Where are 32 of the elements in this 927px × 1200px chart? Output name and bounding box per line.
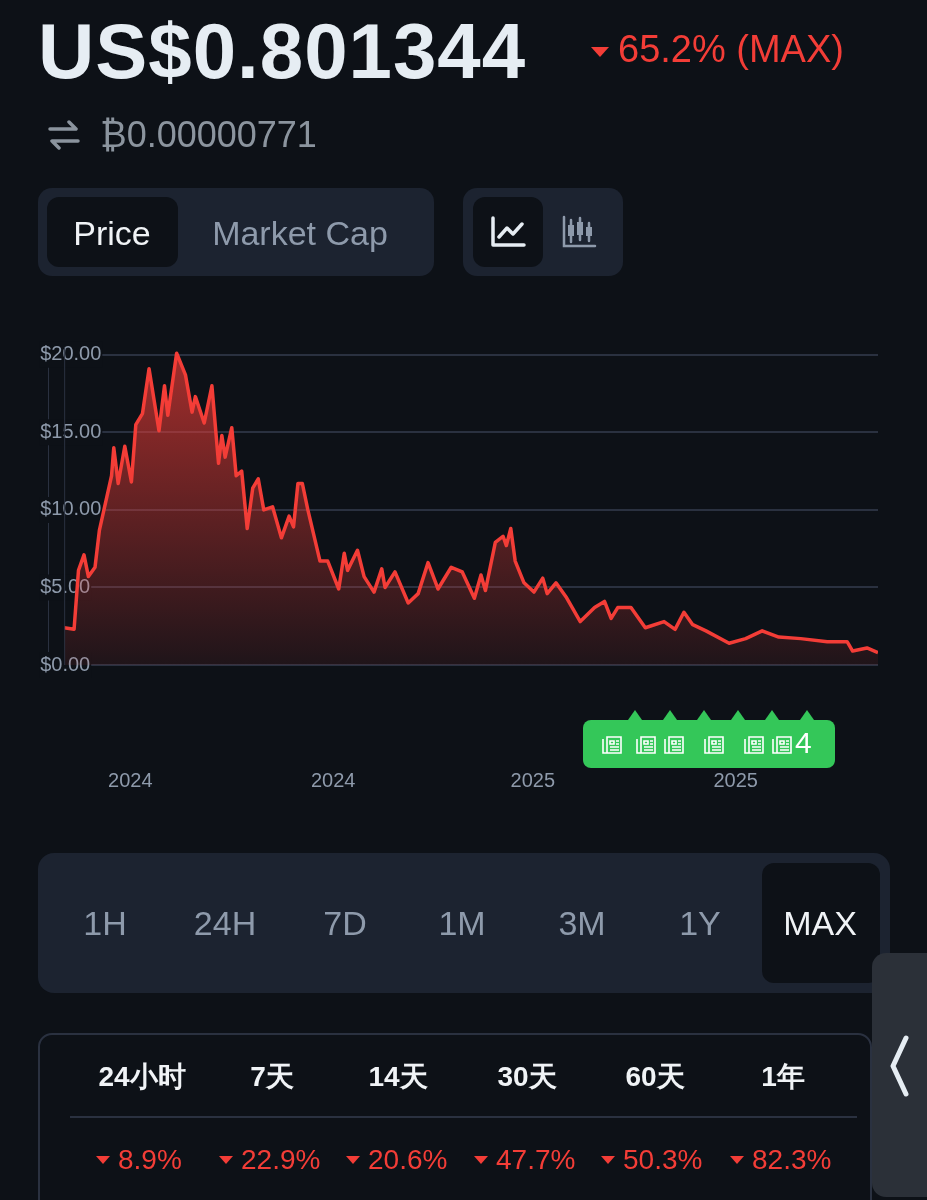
y-tick-label: $10.00: [40, 497, 102, 520]
text: 82.3%: [752, 1144, 832, 1176]
y-tick-label: $20.00: [40, 342, 102, 365]
text: 7D: [323, 904, 367, 943]
text: 1M: [438, 904, 486, 943]
y-tick-label: $0.00: [40, 652, 91, 675]
text: MAX: [783, 904, 857, 943]
text: 22.9%: [241, 1144, 321, 1176]
chart-subtitle: 65.2% (MAX): [618, 28, 844, 71]
text: 24H: [193, 904, 257, 943]
text: 30天: [497, 1060, 557, 1094]
text: Market Cap: [212, 214, 388, 253]
x-tick-label: 2024: [108, 768, 153, 791]
x-tick-label: 2024: [310, 768, 356, 791]
x-tick-label: 2025: [510, 768, 556, 791]
text: 14天: [368, 1060, 428, 1094]
text: 24小时: [98, 1060, 186, 1094]
text: 60天: [625, 1060, 685, 1094]
text: 8.9%: [118, 1144, 182, 1176]
text: 1Y: [679, 904, 721, 943]
text: 50.3%: [623, 1144, 703, 1176]
x-tick-label: 2025: [713, 768, 758, 791]
text: 3M: [558, 904, 606, 943]
text: 47.7%: [496, 1144, 576, 1176]
y-tick-label: $15.00: [40, 419, 102, 442]
text: 1H: [83, 904, 127, 943]
chart-title: US$0.801344: [38, 6, 527, 97]
text: Price: [73, 214, 151, 253]
text: 20.6%: [368, 1144, 448, 1176]
text: 1年: [761, 1060, 805, 1094]
text: 7天: [250, 1060, 294, 1094]
text: ₿0.00000771: [100, 114, 317, 156]
